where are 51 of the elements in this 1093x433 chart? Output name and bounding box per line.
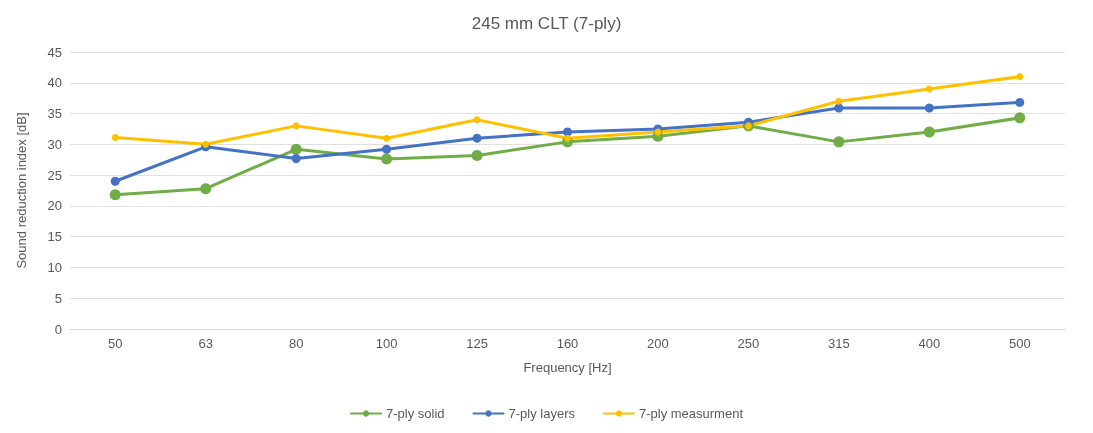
point xyxy=(1015,97,1025,107)
y-tick-label: 5 xyxy=(54,290,62,306)
point xyxy=(200,183,212,195)
y-tick-label: 20 xyxy=(47,198,62,214)
point xyxy=(923,126,935,138)
point xyxy=(1014,112,1026,124)
point xyxy=(924,103,934,113)
x-tick-label: 200 xyxy=(647,336,669,351)
point xyxy=(381,153,393,165)
x-tick-label: 160 xyxy=(556,336,579,351)
point xyxy=(472,133,482,143)
point xyxy=(109,189,121,201)
legend-label: 7-ply solid xyxy=(385,406,445,421)
point xyxy=(383,134,391,142)
point xyxy=(471,149,483,161)
y-tick-label: 30 xyxy=(47,136,62,152)
x-tick-label: 250 xyxy=(737,336,760,351)
y-tick-label: 45 xyxy=(47,44,62,60)
y-tick-label: 35 xyxy=(47,106,62,122)
point xyxy=(111,134,119,142)
point xyxy=(834,103,844,113)
point xyxy=(110,176,120,186)
point xyxy=(473,116,481,124)
y-tick-label: 25 xyxy=(47,167,62,183)
x-tick-label: 100 xyxy=(375,336,398,351)
x-tick-label: 400 xyxy=(918,336,941,351)
y-tick-label: 40 xyxy=(47,75,62,91)
point xyxy=(1016,73,1024,81)
point xyxy=(202,140,210,148)
x-tick-label: 125 xyxy=(466,336,488,351)
legend-label: 7-ply measurment xyxy=(638,406,744,421)
x-tick-label: 50 xyxy=(107,336,123,351)
point xyxy=(833,136,845,148)
point xyxy=(564,134,571,142)
legend-label: 7-ply layers xyxy=(508,406,576,421)
x-tick-label: 500 xyxy=(1008,336,1031,351)
x-tick-label: 63 xyxy=(198,336,213,351)
chart-title: 245 mm CLT (7-ply) xyxy=(471,14,622,33)
y-tick-label: 15 xyxy=(47,229,62,245)
point xyxy=(835,97,843,105)
y-axis-title: Sound reduction index [dB] xyxy=(14,112,29,269)
x-axis-title: Frequency [Hz] xyxy=(523,360,612,375)
y-tick-label: 0 xyxy=(54,321,62,337)
point xyxy=(290,143,302,155)
point xyxy=(925,85,933,93)
point xyxy=(292,122,300,130)
y-tick-label: 10 xyxy=(47,259,62,275)
x-tick-label: 315 xyxy=(828,336,850,351)
point xyxy=(382,144,392,154)
x-tick-label: 80 xyxy=(288,336,304,351)
point xyxy=(291,153,301,163)
